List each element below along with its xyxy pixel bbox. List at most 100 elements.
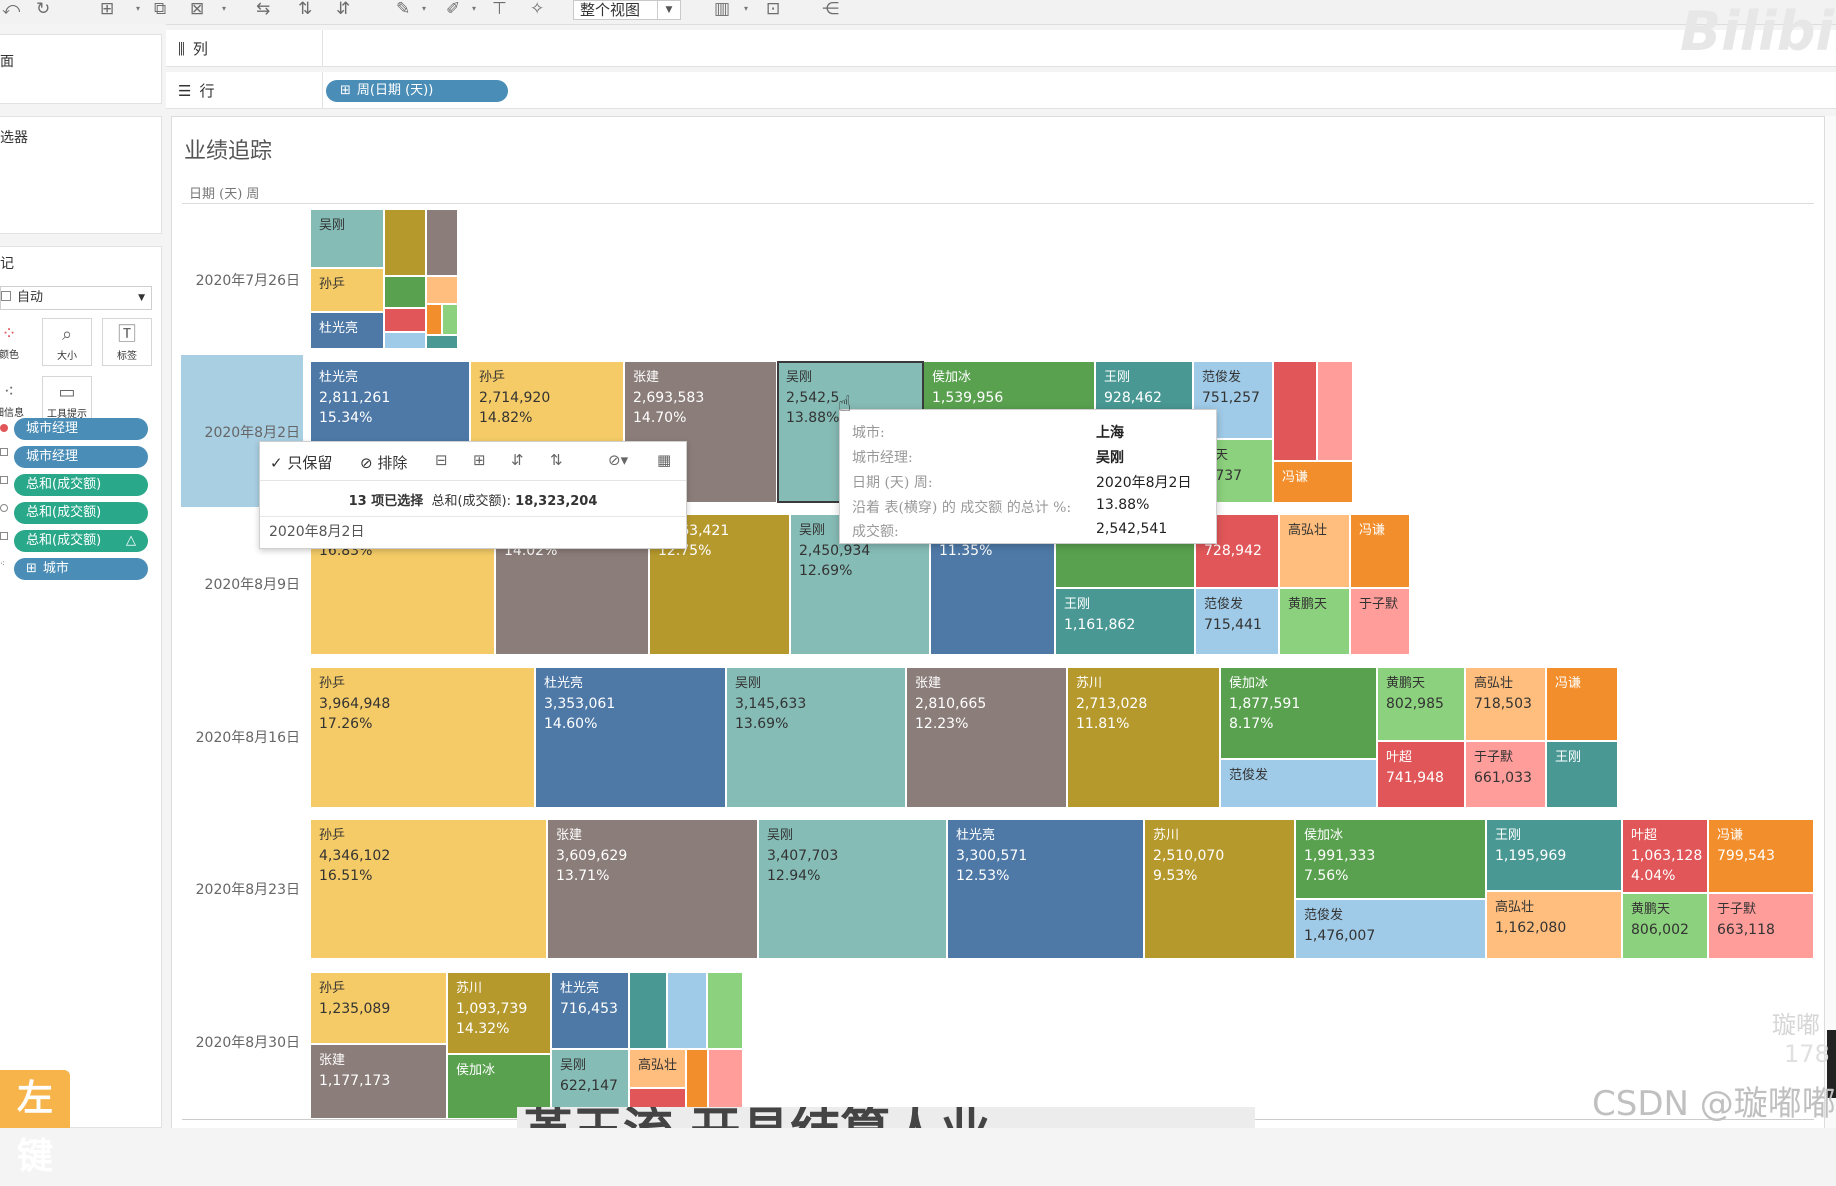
treemap-tile[interactable]: 王刚 (1546, 741, 1618, 808)
exclude-button[interactable]: ⊘ 排除 (360, 452, 407, 473)
treemap-tile[interactable]: 于子默 (1350, 588, 1410, 655)
pill-sum-amount-percent[interactable]: 总和(成交额) △ (14, 530, 148, 552)
treemap-tile[interactable] (384, 332, 426, 349)
treemap-tile[interactable] (384, 209, 426, 276)
treemap-tile[interactable]: 高弘壮 (629, 1049, 686, 1088)
treemap-tile[interactable] (384, 276, 426, 308)
treemap-tile[interactable] (1317, 361, 1353, 461)
pill-city-manager-color[interactable]: 城市经理 (14, 418, 148, 440)
size-button[interactable]: ⌕ 大小 (42, 318, 92, 366)
chevron-down-icon[interactable]: ▾ (422, 4, 427, 13)
row-label-week[interactable]: 2020年8月23日 (195, 882, 300, 898)
treemap-tile[interactable]: 黄鹏天 806,002 (1622, 893, 1708, 959)
treemap-tile[interactable] (426, 209, 458, 276)
treemap-tile[interactable]: 苏川 2,510,070 9.53% (1144, 819, 1295, 959)
keep-only-button[interactable]: ✓ 只保留 (270, 452, 332, 473)
treemap-tile[interactable]: 于子默 661,033 (1465, 741, 1546, 808)
chevron-down-icon[interactable]: ▾ (136, 4, 141, 13)
collapse-icon[interactable]: ⊟ (435, 451, 448, 469)
group-members-icon[interactable]: ⊘▾ (608, 451, 629, 469)
pill-city-detail[interactable]: ⊞ 城市 (14, 558, 148, 580)
treemap-tile[interactable]: 范俊发 1,476,007 (1295, 899, 1486, 959)
row-label-week[interactable]: 2020年8月9日 (204, 577, 300, 593)
treemap-tile[interactable]: 叶超 741,948 (1377, 741, 1465, 808)
treemap-tile[interactable]: 高弘壮 (1279, 514, 1350, 588)
redo-icon[interactable]: ↻ (36, 0, 51, 19)
pill-week-date[interactable]: ⊞ 周(日期 (天)) (326, 80, 508, 102)
detail-button[interactable]: ⁖ 细信息 (0, 376, 24, 424)
treemap-tile[interactable]: 张建 1,177,173 (310, 1044, 447, 1119)
treemap-tile[interactable] (707, 972, 743, 1049)
treemap-tile[interactable]: 冯谦 (1273, 461, 1353, 503)
treemap-tile[interactable]: 杜光亮 3,353,061 14.60% (535, 667, 726, 808)
treemap-tile[interactable]: 杜光亮 716,453 (551, 972, 629, 1049)
chevron-down-icon[interactable]: ▼ (138, 293, 145, 303)
sort-desc-icon[interactable]: ⇅ (550, 451, 563, 469)
pill-sum-amount-size[interactable]: 总和(成交额) (14, 474, 148, 496)
color-button[interactable]: ⁘ 颜色 (0, 318, 24, 366)
treemap-tile[interactable]: 冯谦 (1546, 667, 1618, 741)
treemap-tile[interactable]: 孙乒 4,346,102 16.51% (310, 819, 547, 959)
view-data-icon[interactable]: ▦ (657, 451, 672, 469)
treemap-tile[interactable]: 侯加冰 1,877,591 8.17% (1220, 667, 1377, 759)
treemap-tile[interactable] (426, 276, 458, 304)
treemap-tile[interactable]: 孙乒 3,964,948 17.26% (310, 667, 535, 808)
treemap-tile[interactable]: 侯加冰 1,991,333 7.56% (1295, 819, 1486, 899)
duplicate-icon[interactable]: ⧉ (154, 0, 167, 19)
expand-icon[interactable]: ⊞ (473, 451, 486, 469)
treemap-tile[interactable]: 张建 3,609,629 13.71% (547, 819, 758, 959)
undo-icon[interactable]: ⤺ (2, 0, 21, 19)
treemap-tile[interactable]: 冯谦 (1350, 514, 1410, 588)
treemap-tile[interactable]: 张建 2,810,665 12.23% (906, 667, 1067, 808)
row-label-week[interactable]: 2020年8月2日 (204, 425, 300, 441)
pill-city-manager-label[interactable]: 城市经理 (14, 446, 148, 468)
group-icon[interactable]: ✐ (446, 0, 461, 19)
chevron-down-icon[interactable]: ▾ (744, 4, 749, 13)
treemap-tile[interactable]: 苏川 2,713,028 11.81% (1067, 667, 1220, 808)
row-label-week[interactable]: 2020年8月16日 (195, 730, 300, 746)
chevron-down-icon[interactable]: ▾ (222, 4, 227, 13)
highlight-icon[interactable]: ✎ (396, 0, 411, 19)
fit-view-select[interactable]: 整个视图 ▼ (573, 0, 681, 20)
share-icon[interactable]: ⋲ (822, 0, 839, 19)
treemap-tile[interactable]: 高弘壮 718,503 (1465, 667, 1546, 741)
clear-sheet-icon[interactable]: ⊠ (190, 0, 205, 19)
treemap-tile[interactable]: 吴刚 3,407,703 12.94% (758, 819, 947, 959)
treemap-tile[interactable] (426, 335, 458, 349)
treemap-tile[interactable]: 冯谦 799,543 (1708, 819, 1814, 893)
treemap-tile[interactable]: 范俊发 715,441 (1195, 588, 1279, 655)
treemap-tile[interactable]: 孙乒 1,235,089 (310, 972, 447, 1044)
treemap-tile[interactable]: 范俊发 (1220, 759, 1377, 808)
treemap-tile[interactable] (442, 304, 458, 335)
treemap-tile[interactable]: 黄鹏天 (1279, 588, 1350, 655)
treemap-tile[interactable]: 黄鹏天 802,985 (1377, 667, 1465, 741)
sort-descending-icon[interactable]: ⇵ (336, 0, 351, 19)
treemap-tile[interactable]: 叶超 1,063,128 4.04% (1622, 819, 1708, 893)
mark-type-select[interactable]: 自动 ▼ (0, 286, 152, 310)
treemap-tile[interactable]: 杜光亮 3,300,571 12.53% (947, 819, 1144, 959)
chevron-down-icon[interactable]: ▼ (657, 1, 680, 19)
treemap-tile[interactable]: 吴刚 (310, 209, 384, 268)
treemap-tile[interactable] (629, 972, 667, 1049)
presentation-icon[interactable]: ⊡ (766, 0, 781, 19)
treemap-tile[interactable]: 杜光亮 (310, 312, 384, 349)
treemap-tile[interactable] (667, 972, 707, 1049)
treemap-tile[interactable]: 于子默 663,118 (1708, 893, 1814, 959)
treemap-tile[interactable] (426, 304, 442, 335)
columns-shelf[interactable]: ⫼ 列 (166, 30, 1836, 67)
pill-sum-amount-label[interactable]: 总和(成交额) (14, 502, 148, 524)
pin-icon[interactable]: ✧ (530, 0, 545, 19)
swap-icon[interactable]: ⇆ (256, 0, 271, 19)
label-button[interactable]: 🅃 标签 (102, 318, 152, 366)
tooltip-button[interactable]: ▭ 工具提示 (42, 376, 92, 424)
treemap-tile[interactable]: 高弘壮 1,162,080 (1486, 891, 1622, 959)
treemap-tile[interactable] (384, 308, 426, 332)
treemap-tile[interactable]: 孙乒 (310, 268, 384, 312)
treemap-tile[interactable] (1273, 361, 1317, 461)
treemap-tile[interactable]: 吴刚 3,145,633 13.69% (726, 667, 906, 808)
sort-asc-icon[interactable]: ⇵ (511, 451, 524, 469)
treemap-tile[interactable]: 苏川 1,093,739 14.32% (447, 972, 551, 1054)
label-icon[interactable]: ⊤ (492, 0, 507, 19)
show-me-icon[interactable]: ▥ (714, 0, 731, 19)
chevron-down-icon[interactable]: ▾ (472, 4, 477, 13)
